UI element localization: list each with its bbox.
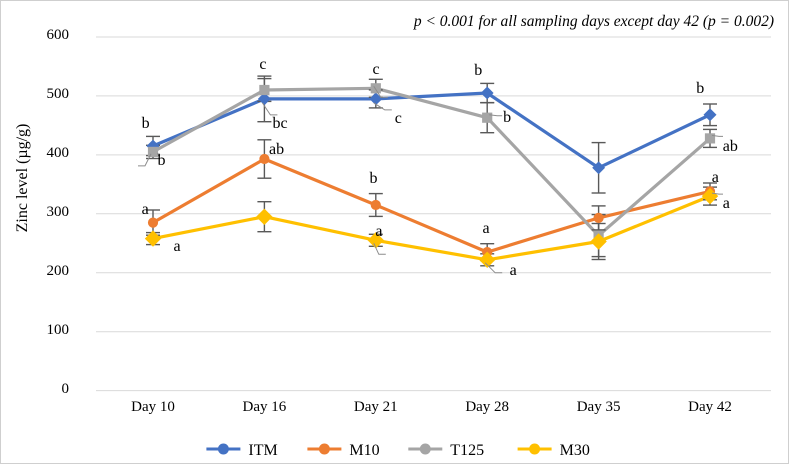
svg-text:M10: M10 (349, 442, 379, 459)
svg-text:T125: T125 (450, 442, 484, 459)
svg-text:ITM: ITM (248, 442, 277, 459)
svg-text:M30: M30 (560, 442, 590, 459)
